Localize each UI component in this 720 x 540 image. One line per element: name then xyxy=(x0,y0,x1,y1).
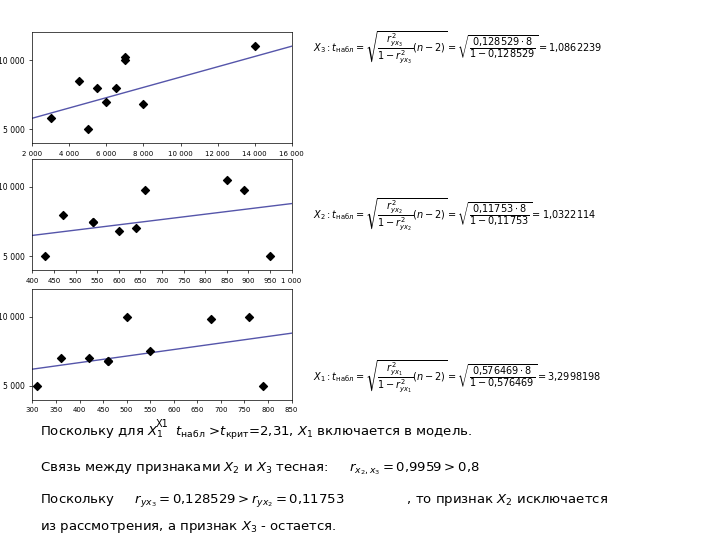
Point xyxy=(206,315,217,323)
Point xyxy=(55,354,66,362)
Point xyxy=(57,210,68,219)
Point xyxy=(87,217,99,226)
Point xyxy=(82,125,94,133)
Point xyxy=(145,347,156,355)
Text: $X_1: t_{\mathrm{набл}} = \sqrt{\dfrac{r_{yx_1}^2}{1-r_{yx_1}^2}(n-2)} = \sqrt{\: $X_1: t_{\mathrm{набл}} = \sqrt{\dfrac{r… xyxy=(313,359,602,396)
Point xyxy=(84,354,95,362)
Point xyxy=(113,227,125,235)
X-axis label: X2: X2 xyxy=(156,289,168,299)
Text: Поскольку     $r_{yx_3} = 0{,}128529 > r_{yx_2} = 0{,}11753$               , то : Поскольку $r_{yx_3} = 0{,}128529 > r_{yx… xyxy=(40,492,608,509)
Text: $X_3: t_{\mathrm{набл}} = \sqrt{\dfrac{r_{yx_3}^2}{1-r_{yx_3}^2}(n-2)} = \sqrt{\: $X_3: t_{\mathrm{набл}} = \sqrt{\dfrac{r… xyxy=(313,30,603,67)
Point xyxy=(120,56,131,64)
Point xyxy=(102,356,114,365)
Point xyxy=(258,381,269,390)
Point xyxy=(130,224,142,233)
Point xyxy=(120,53,131,62)
Point xyxy=(32,381,43,390)
Point xyxy=(139,185,150,194)
Point xyxy=(40,252,51,260)
X-axis label: X1: X1 xyxy=(156,419,168,429)
Point xyxy=(110,84,122,92)
Point xyxy=(243,312,255,321)
Point xyxy=(91,84,103,92)
Point xyxy=(45,114,57,123)
Text: Поскольку для $X_1$   $t_{\mathrm{набл}}$ >$t_{\mathrm{крит}}$=2,31, $X_1$ включ: Поскольку для $X_1$ $t_{\mathrm{набл}}$ … xyxy=(40,424,472,441)
Point xyxy=(87,217,99,226)
Point xyxy=(73,77,84,85)
Point xyxy=(101,97,112,106)
Point xyxy=(121,312,132,321)
X-axis label: X3: X3 xyxy=(156,163,168,172)
Text: Связь между признаками $X_2$ и $X_3$ тесная:     $r_{x_2, x_3} = 0{,}9959 > 0{,}: Связь между признаками $X_2$ и $X_3$ тес… xyxy=(40,460,480,477)
Point xyxy=(264,252,276,260)
Point xyxy=(249,42,261,51)
Point xyxy=(238,185,250,194)
Text: $X_2: t_{\mathrm{набл}} = \sqrt{\dfrac{r_{yx_2}^2}{1-r_{yx_2}^2}(n-2)} = \sqrt{\: $X_2: t_{\mathrm{набл}} = \sqrt{\dfrac{r… xyxy=(313,197,596,234)
Point xyxy=(221,176,233,184)
Text: из рассмотрения, а признак $X_3$ - остается.: из рассмотрения, а признак $X_3$ - остае… xyxy=(40,519,336,536)
Point xyxy=(138,100,149,109)
Point xyxy=(102,356,114,365)
